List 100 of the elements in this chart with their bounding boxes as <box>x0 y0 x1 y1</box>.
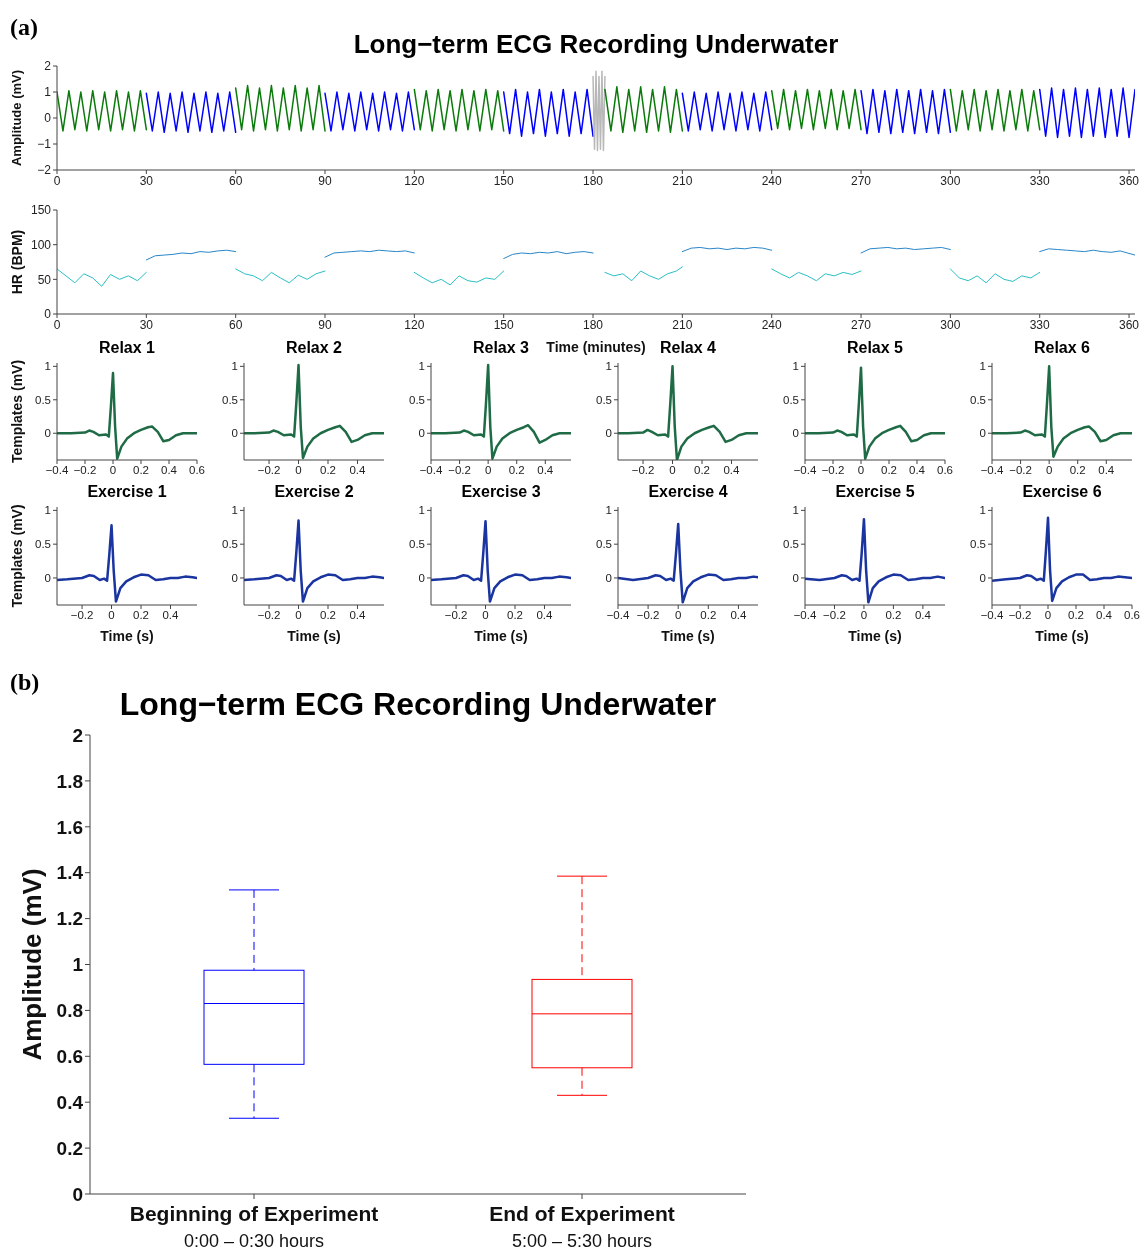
x-tick-label: −0.2 <box>257 464 281 477</box>
y-tick-label: 0 <box>605 427 612 440</box>
x-tick-label: End of Experiment 5:00 – 5:30 hours <box>489 1202 675 1249</box>
line-series <box>244 363 384 460</box>
x-axis-title: Time (s) <box>661 628 715 644</box>
x-axis-title: Time (s) <box>1035 628 1089 644</box>
x-tick-label: 180 <box>583 173 604 188</box>
y-tick-label: 1 <box>979 504 986 517</box>
x-tick-label: 60 <box>228 173 243 188</box>
chart-title: Relax 6 <box>1032 338 1091 358</box>
x-tick-label: 0.4 <box>1098 464 1115 477</box>
line-series <box>57 268 147 287</box>
y-tick-label: 1 <box>418 504 425 517</box>
y-tick-label: 2 <box>44 59 52 74</box>
chart-title: Relax 5 <box>845 338 904 358</box>
y-tick-label: 50 <box>37 272 52 287</box>
y-tick-label: 0.5 <box>35 393 51 406</box>
y-axis-title: Amplitude (mV) <box>8 69 24 167</box>
x-tick-label: 0.2 <box>881 464 897 477</box>
y-axis-title: Templates (mV) <box>8 359 25 464</box>
line-series <box>324 249 415 258</box>
y-tick-label: 1 <box>231 504 238 517</box>
line-series <box>592 70 606 152</box>
y-tick-label: 0.5 <box>783 538 799 551</box>
x-tick-label: 0.2 <box>700 609 717 622</box>
y-tick-label: 2 <box>72 724 83 746</box>
x-tick-label: −0.2 <box>821 464 845 477</box>
x-tick-label: 240 <box>761 173 783 188</box>
y-tick-label: −2 <box>37 163 52 178</box>
chart-title: Exercise 6 <box>1021 482 1103 502</box>
x-tick-label: 0.4 <box>349 464 367 477</box>
y-tick-label: 0 <box>979 427 986 440</box>
y-axis-title: HR (BPM) <box>8 229 25 295</box>
y-tick-label: 1 <box>979 360 986 373</box>
x-tick-label: 60 <box>228 317 243 332</box>
y-tick-label: 0.5 <box>222 393 238 406</box>
x-tick-label: 0.4 <box>909 464 926 477</box>
line-series <box>770 88 862 131</box>
y-tick-label: 1.2 <box>56 908 83 930</box>
x-tick-label: 0.2 <box>694 464 710 477</box>
line-series <box>413 88 505 132</box>
y-tick-label: 0 <box>605 572 612 585</box>
line-series <box>235 268 326 284</box>
x-tick-label: 0 <box>857 464 865 477</box>
y-tick-label: 1.6 <box>56 816 83 838</box>
x-axis-title: Time (minutes) <box>546 339 646 355</box>
y-axis-title: Templates (mV) <box>8 504 25 608</box>
line-series <box>1038 87 1135 139</box>
y-tick-label: 1 <box>231 360 238 373</box>
line-series <box>618 365 758 460</box>
line-series <box>1039 248 1135 256</box>
x-tick-label: 0.2 <box>508 464 525 477</box>
y-tick-label: 0 <box>72 1183 83 1205</box>
y-tick-label: 0.5 <box>409 538 425 551</box>
x-tick-label: 0 <box>108 609 115 622</box>
line-series <box>860 88 952 135</box>
x-tick-label: −0.2 <box>73 464 97 477</box>
y-tick-label: 1 <box>792 360 799 373</box>
line-series <box>145 91 237 134</box>
x-tick-label: −0.4 <box>793 464 817 477</box>
x-tick-label: 0.2 <box>133 464 149 477</box>
line-series <box>771 268 862 282</box>
line-series <box>604 86 684 134</box>
y-tick-label: 0 <box>792 427 799 440</box>
chart-title: Relax 2 <box>284 338 343 358</box>
x-tick-label: 0.2 <box>1068 609 1084 622</box>
x-tick-label: 0.4 <box>914 609 932 622</box>
x-tick-label: 330 <box>1029 317 1051 332</box>
y-tick-label: 0.5 <box>970 393 986 406</box>
x-tick-label: −0.4 <box>45 464 69 477</box>
x-tick-label: 0 <box>860 609 868 622</box>
x-axis-title: Time (s) <box>100 628 154 644</box>
x-tick-label: 30 <box>139 173 154 188</box>
x-tick-label: 0.2 <box>320 464 336 477</box>
line-series <box>681 91 773 132</box>
y-tick-label: 0.5 <box>596 393 612 406</box>
y-tick-label: 0 <box>44 307 52 322</box>
y-tick-label: 1 <box>605 360 612 373</box>
x-tick-label: 0.2 <box>133 609 149 622</box>
chart-title: Relax 4 <box>659 339 717 356</box>
x-tick-label: 90 <box>318 173 333 188</box>
chart-title: Relax 3 <box>472 339 530 356</box>
x-tick-label: −0.4 <box>980 464 1004 477</box>
y-tick-label: 0 <box>44 111 52 126</box>
x-tick-label: −0.4 <box>419 464 443 477</box>
y-tick-label: 0.5 <box>596 538 612 551</box>
y-tick-label: 1 <box>418 360 425 373</box>
y-tick-label: 0.8 <box>56 1000 83 1022</box>
chart-title: Exercise 3 <box>460 482 542 502</box>
line-series <box>234 84 326 132</box>
x-tick-label: 30 <box>139 317 154 332</box>
x-tick-label: −0.2 <box>823 609 846 622</box>
y-tick-label: 0 <box>979 572 986 585</box>
x-tick-label: 0 <box>1045 464 1053 477</box>
x-axis-title: Time (s) <box>474 628 528 644</box>
y-tick-label: 0 <box>418 427 425 440</box>
x-tick-label: 0 <box>295 464 302 477</box>
x-tick-label: −0.4 <box>606 609 630 622</box>
y-tick-label: 1 <box>605 504 612 517</box>
x-tick-label: 0 <box>482 609 489 622</box>
